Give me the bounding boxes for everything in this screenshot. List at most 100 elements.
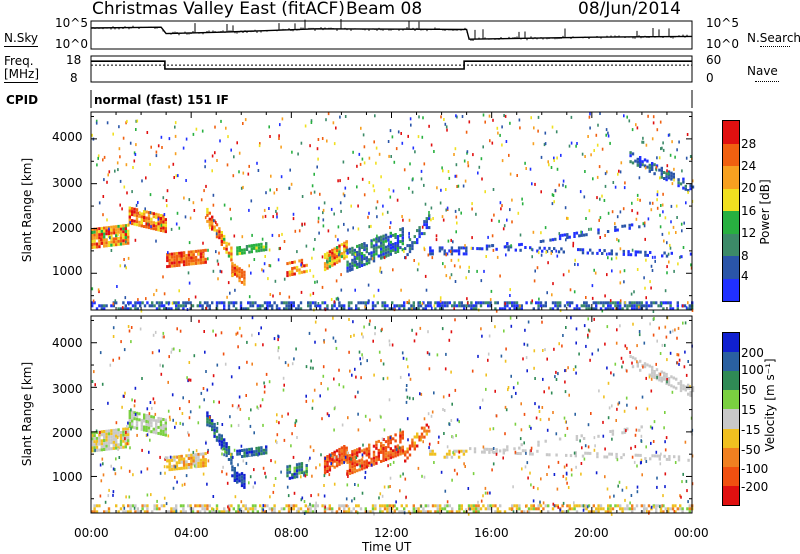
heatmap-cell [316, 304, 319, 308]
heatmap-cell [579, 439, 581, 443]
heatmap-cell [611, 269, 613, 273]
heatmap-cell [489, 491, 491, 495]
heatmap-cell [677, 381, 680, 385]
heatmap-cell [408, 247, 412, 251]
heatmap-cell [347, 228, 349, 232]
heatmap-cell [236, 246, 239, 250]
heatmap-cell [168, 261, 171, 265]
heatmap-cell [599, 112, 601, 115]
heatmap-cell [340, 255, 344, 259]
heatmap-cell [268, 380, 271, 384]
heatmap-cell [503, 448, 507, 452]
heatmap-cell [103, 244, 106, 248]
heatmap-cell [127, 307, 130, 311]
heatmap-cell [331, 307, 334, 311]
heatmap-cell [666, 378, 668, 381]
heatmap-cell [208, 223, 211, 227]
heatmap-cell [678, 358, 681, 362]
heatmap-cell [413, 444, 416, 448]
heatmap-cell [100, 229, 103, 233]
heatmap-cell [259, 307, 262, 311]
heatmap-cell [567, 366, 569, 370]
heatmap-cell [391, 504, 394, 508]
heatmap-cell [396, 235, 400, 238]
heatmap-cell [431, 449, 434, 453]
heatmap-cell [610, 452, 613, 456]
heatmap-cell [243, 451, 246, 455]
heatmap-cell [559, 510, 562, 514]
heatmap-cell [117, 227, 120, 231]
heatmap-cell [380, 450, 383, 454]
heatmap-cell [392, 449, 395, 453]
heatmap-cell [651, 201, 654, 205]
heatmap-cell [103, 436, 106, 439]
heatmap-cell [400, 504, 403, 508]
heatmap-cell [287, 507, 291, 511]
heatmap-cell [417, 507, 420, 511]
heatmap-cell [291, 362, 294, 366]
heatmap-cell [173, 458, 176, 462]
heatmap-cell [115, 237, 118, 241]
heatmap-cell [583, 507, 586, 511]
heatmap-cell [257, 243, 261, 247]
heatmap-cell [172, 301, 175, 305]
heatmap-cell [288, 270, 292, 274]
heatmap-cell [364, 510, 367, 514]
heatmap-cell [268, 207, 270, 210]
heatmap-cell [499, 510, 502, 514]
heatmap-cell [350, 204, 352, 208]
heatmap-cell [241, 235, 244, 239]
heatmap-cell [503, 307, 507, 311]
heatmap-cell [387, 436, 390, 440]
heatmap-cell [338, 447, 341, 451]
heatmap-cell [246, 360, 248, 364]
heatmap-cell [645, 460, 648, 463]
heatmap-cell [307, 304, 310, 308]
heatmap-cell [597, 507, 600, 511]
heatmap-cell [374, 304, 377, 308]
heatmap-cell [508, 507, 511, 511]
heatmap-cell [553, 159, 555, 162]
heatmap-cell [346, 240, 348, 244]
heatmap-cell [436, 510, 439, 514]
heatmap-cell [682, 321, 684, 325]
heatmap-cell [240, 475, 244, 479]
heatmap-cell [681, 507, 684, 511]
heatmap-cell [164, 421, 167, 425]
heatmap-cell [684, 187, 687, 191]
heatmap-cell [127, 229, 130, 233]
heatmap-cell [530, 507, 533, 511]
heatmap-cell [473, 450, 477, 454]
heatmap-cell [530, 483, 532, 487]
heatmap-cell [215, 304, 219, 308]
heatmap-cell [462, 452, 466, 456]
heatmap-cell [294, 421, 297, 425]
heatmap-cell [670, 384, 673, 388]
heatmap-cell [277, 338, 279, 342]
heatmap-cell [370, 242, 373, 246]
heatmap-cell [149, 162, 151, 166]
heatmap-cell [645, 445, 647, 449]
heatmap-cell [328, 468, 332, 472]
heatmap-cell [348, 457, 352, 460]
heatmap-cell [182, 304, 185, 308]
heatmap-cell [406, 253, 409, 257]
heatmap-cell [441, 301, 444, 305]
heatmap-cell [251, 304, 255, 308]
heatmap-cell [659, 372, 662, 376]
heatmap-cell [597, 348, 599, 352]
heatmap-cell [403, 249, 405, 253]
heatmap-cell [371, 307, 375, 311]
heatmap-cell [387, 247, 390, 251]
power-cbar-tick-24: 24 [741, 159, 757, 173]
heatmap-cell [639, 159, 642, 162]
heatmap-cell [360, 252, 364, 255]
heatmap-cell [255, 243, 258, 247]
heatmap-cell [119, 307, 123, 311]
heatmap-cell [424, 304, 427, 308]
heatmap-cell [406, 395, 409, 399]
heatmap-cell [604, 172, 607, 176]
xtick-0000-end: 00:00 [674, 526, 709, 540]
heatmap-cell [685, 156, 688, 160]
heatmap-cell [124, 437, 126, 441]
